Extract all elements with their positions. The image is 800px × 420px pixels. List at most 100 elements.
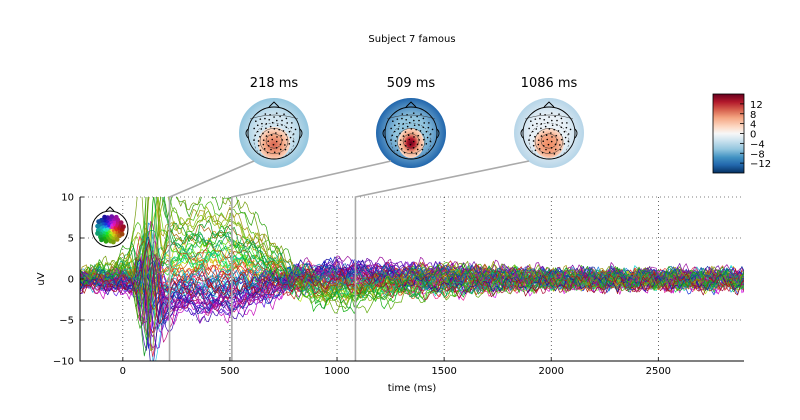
inset-sensor-dot	[103, 238, 109, 244]
sensor-dot	[400, 148, 403, 150]
inset-sensor-dot	[102, 214, 107, 220]
sensor-dot	[256, 130, 259, 133]
sensor-dot	[399, 132, 401, 135]
channel-trace	[80, 255, 744, 301]
sensor-dot	[292, 140, 295, 143]
sensor-dot	[271, 121, 274, 124]
sensor-dot	[537, 143, 540, 146]
head-nose	[405, 101, 417, 108]
head-outline	[384, 106, 438, 160]
sensor-dot	[413, 124, 416, 127]
channel-trace	[80, 197, 744, 319]
inset-sensor-dot	[109, 214, 115, 220]
sensor-dot	[272, 143, 275, 146]
inset-sensor-dot	[113, 214, 119, 220]
sensor-dot	[547, 143, 550, 146]
head-ear-right	[574, 128, 578, 139]
sensor-dot	[399, 143, 402, 146]
sensor-dot	[281, 119, 283, 122]
sensor-dot	[269, 125, 272, 128]
sensor-dot	[567, 133, 570, 135]
sensor-dot	[257, 144, 260, 147]
sensor-dot	[412, 132, 414, 134]
sensor-dot	[556, 124, 558, 126]
sensor-dot	[270, 148, 272, 151]
sensor-dot	[532, 140, 535, 142]
sensor-dot	[275, 112, 278, 114]
sensor-dot	[283, 113, 285, 115]
sensor-dot	[396, 118, 399, 120]
head-nose	[543, 101, 555, 108]
sensor-dot	[394, 140, 397, 142]
sensor-dot	[286, 122, 289, 124]
sensor-dot	[560, 117, 563, 120]
x-tick-label: 1000	[324, 366, 349, 377]
sensor-dot	[273, 116, 275, 118]
sensor-dot	[546, 121, 549, 124]
sensor-dot	[559, 148, 562, 151]
channel-trace	[80, 263, 744, 297]
y-tick-label: 5	[68, 234, 74, 245]
sensor-legend-inset	[91, 206, 129, 248]
sensor-dot	[267, 140, 270, 143]
sensor-dot	[532, 144, 535, 147]
sensor-dot	[540, 127, 542, 130]
sensor-dot	[407, 134, 410, 136]
y-tick-label: 0	[68, 275, 74, 286]
sensor-dot	[421, 144, 423, 146]
topomap-row: 218 ms 509 ms 1086 ms	[239, 76, 584, 168]
sensor-dot	[426, 136, 429, 139]
sensor-dot	[396, 149, 399, 152]
sensor-dot	[536, 122, 538, 125]
sensor-dot	[398, 122, 400, 125]
sensor-dot	[264, 113, 267, 115]
sensor-dot	[418, 119, 420, 122]
channel-trace	[80, 236, 744, 326]
sensor-dot	[285, 126, 288, 129]
x-tick-label: 500	[220, 366, 239, 377]
sensor-dot	[288, 143, 291, 145]
sensor-dot	[425, 130, 428, 133]
colorbar-tick-label: 4	[750, 120, 756, 131]
topomap-positive-blob	[258, 127, 290, 159]
sensor-dot	[544, 114, 546, 116]
sensor-dot	[534, 149, 537, 152]
sensor-dot	[269, 114, 271, 116]
colorbar-tick-label: 8	[750, 110, 756, 121]
head-ear-right	[299, 128, 303, 139]
sensor-dot	[555, 134, 558, 137]
sensor-dot	[538, 148, 541, 150]
head-outline	[247, 106, 301, 160]
sensor-dot	[561, 122, 564, 124]
sensor-dot	[404, 140, 407, 143]
sensor-dot	[535, 128, 538, 130]
x-tick-label: 1500	[431, 366, 456, 377]
sensor-dot	[540, 123, 543, 125]
sensor-dot	[262, 139, 265, 141]
sensor-dot	[270, 134, 273, 136]
sensor-dot	[410, 116, 412, 118]
sensor-dot	[263, 148, 266, 150]
head-ear-left	[520, 128, 524, 139]
inset-sensor-dot	[96, 219, 102, 225]
sensor-dot	[560, 138, 563, 141]
sensor-dot	[558, 113, 560, 115]
sensor-dot	[396, 135, 398, 138]
sensor-dot	[550, 140, 553, 143]
channel-trace	[80, 269, 744, 310]
sensor-dot	[427, 126, 430, 129]
sensor-dot	[544, 125, 547, 128]
sensor-dot	[542, 140, 545, 143]
sensor-dot	[289, 136, 292, 139]
x-tick-label: 2500	[646, 366, 671, 377]
sensor-dot	[271, 138, 274, 141]
sensor-dot	[397, 128, 400, 130]
sensor-dot	[567, 140, 570, 143]
channel-trace	[80, 221, 744, 343]
sensor-dot	[259, 118, 262, 120]
sensor-dot	[551, 124, 554, 127]
sensor-dot	[553, 128, 556, 131]
sensor-dot	[276, 136, 278, 138]
sensor-dot	[422, 133, 424, 136]
sensor-dot	[539, 113, 542, 115]
